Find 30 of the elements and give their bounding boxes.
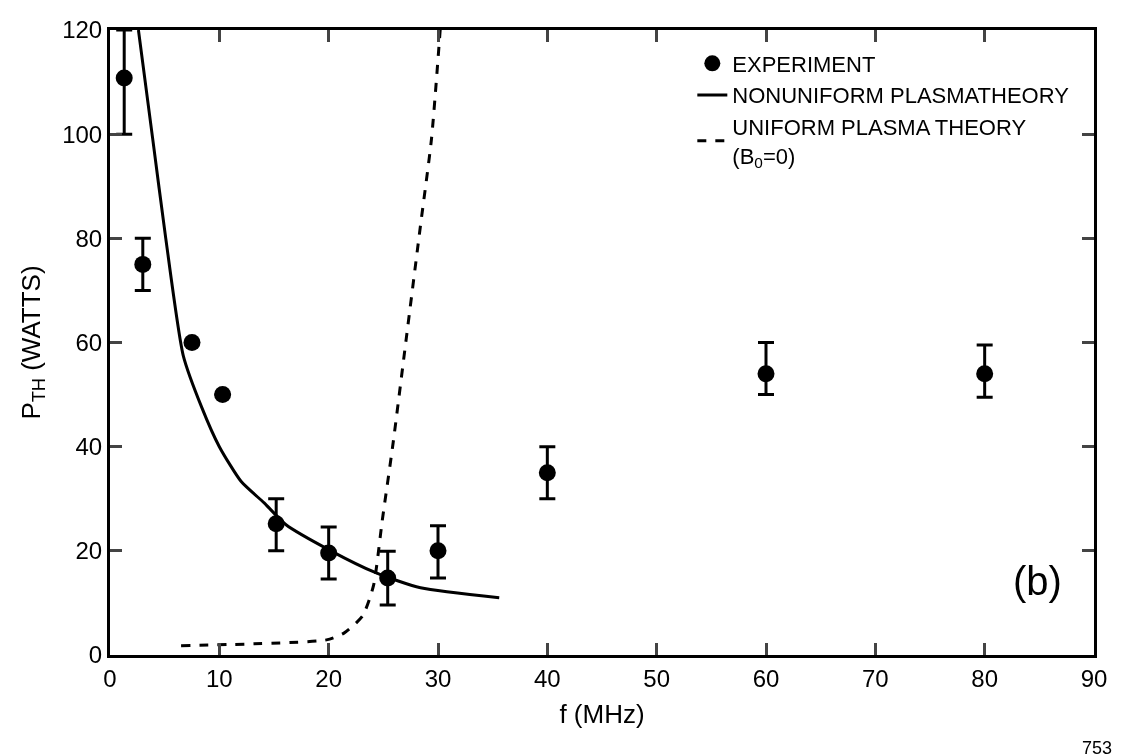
x-tick-label: 20 [315, 664, 343, 692]
x-tick-label: 70 [861, 664, 889, 692]
legend-label: NONUNIFORM PLASMATHEORY [732, 83, 1070, 109]
y-tick-label: 100 [62, 120, 103, 148]
point [976, 365, 994, 383]
point [538, 464, 556, 482]
point [134, 255, 152, 273]
x-tick-label: 30 [424, 664, 452, 692]
text: 753 [1082, 738, 1113, 755]
y-tick-label: 40 [75, 433, 103, 461]
point [115, 69, 133, 87]
annotation: (b) [1013, 559, 1062, 603]
y-tick-label: 80 [75, 224, 103, 252]
y-tick-label: 0 [88, 641, 103, 669]
point [183, 334, 201, 351]
y-tick-label: 20 [75, 537, 103, 565]
point [214, 386, 232, 404]
x-tick-label: 50 [643, 664, 671, 692]
x-tick-label: 90 [1080, 664, 1108, 692]
x-tick-label: 80 [971, 664, 999, 692]
x-tick-label: 10 [205, 664, 233, 692]
legend-label: UNIFORM PLASMA THEORY (B$_{0}$=0) [732, 115, 1027, 172]
y-tick-label: 60 [75, 328, 103, 356]
y-tick-label: 120 [62, 16, 103, 44]
x-tick-label: 60 [752, 664, 780, 692]
x-tick-label: 40 [533, 664, 561, 692]
point [757, 365, 775, 383]
point [429, 542, 447, 560]
legend-label: EXPERIMENT [732, 51, 876, 77]
x-axis-title: f (MHz) [559, 699, 645, 730]
